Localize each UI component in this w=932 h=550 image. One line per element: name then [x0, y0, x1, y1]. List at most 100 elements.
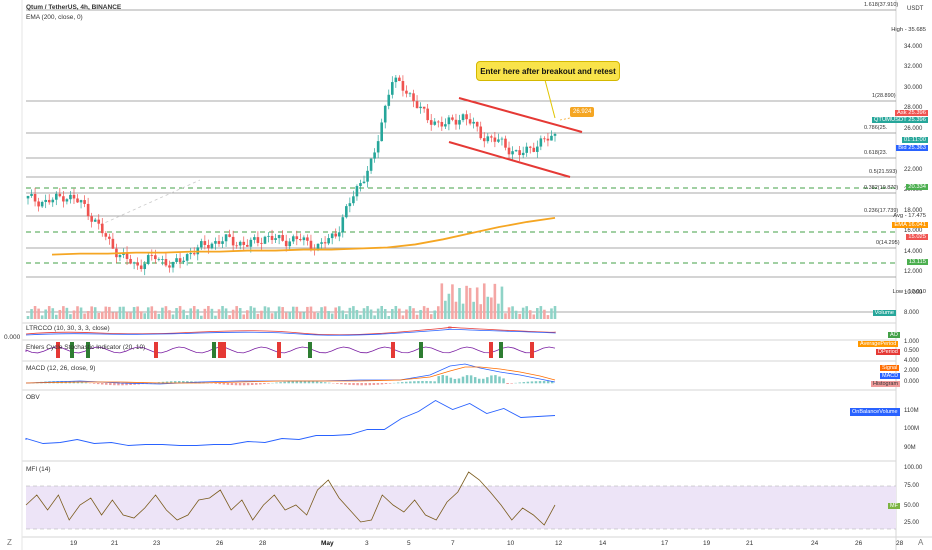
candle-body — [440, 121, 444, 127]
ema-legend[interactable]: EMA (200, close, 0) — [26, 14, 83, 21]
candle-body — [51, 199, 55, 203]
fib-label: 0.5(21.593) — [869, 169, 898, 175]
volume-bar — [281, 307, 284, 319]
macd-hist-bar — [129, 383, 132, 386]
macd-tick-1: 4.000 — [904, 358, 920, 364]
obv-label[interactable]: OBV — [26, 394, 40, 401]
macd-hist-bar — [214, 383, 217, 384]
volume-bar — [90, 306, 93, 319]
volume-bar — [40, 315, 44, 319]
channel-lower-line[interactable] — [448, 141, 571, 178]
macd-hist-bar — [441, 375, 444, 384]
candle-body — [189, 253, 192, 255]
volume-bar — [490, 297, 493, 319]
volume-bar — [444, 300, 447, 319]
candle-body — [90, 216, 93, 222]
candle-body — [511, 151, 514, 155]
macd-tag-hist: Histogram — [871, 381, 901, 387]
volume-bar — [54, 314, 58, 319]
candle-body — [369, 158, 373, 171]
price-tick: 32.000 — [904, 64, 923, 71]
ehlers-marker — [530, 342, 534, 358]
macd-hist-bar — [255, 383, 258, 385]
volume-bar — [132, 307, 136, 319]
macd-tag-signal: Signal — [880, 365, 900, 371]
volume-bar — [122, 306, 125, 319]
volume-bar — [267, 307, 270, 319]
mfi-label[interactable]: MFI (14) — [26, 466, 51, 473]
symbol-title[interactable]: Qtum / TetherUS, 4h, BINANCE — [26, 4, 122, 11]
candle-body — [461, 114, 465, 121]
time-tick: 24 — [811, 540, 819, 547]
cvo-label[interactable]: LTRCCO (10, 30, 3, 3, close) — [26, 325, 110, 332]
candle-body — [157, 259, 161, 260]
macd-tick-3: 0.000 — [904, 379, 920, 385]
macd-hist-bar — [469, 375, 473, 384]
candle-body — [468, 119, 472, 124]
price-tag: 13.115 — [906, 259, 928, 265]
volume-bar — [125, 311, 129, 319]
ehlers-marker — [419, 342, 423, 358]
macd-hist-bar — [319, 381, 323, 384]
candle-body — [309, 240, 313, 250]
macd-hist-bar — [275, 382, 278, 384]
volume-bar — [543, 309, 546, 319]
mfi-line — [25, 471, 556, 526]
candle-body — [444, 124, 447, 127]
macd-hist-bar — [186, 381, 189, 384]
candle-body — [436, 121, 440, 123]
auto-scale-icon[interactable]: A — [918, 538, 924, 547]
candle-body — [401, 81, 405, 91]
obv-line — [25, 399, 556, 446]
candle-body — [104, 233, 108, 237]
candle-body — [337, 232, 341, 237]
volume-bar — [408, 306, 412, 319]
candle-body — [514, 150, 518, 152]
macd-hist-bar — [295, 381, 299, 384]
price-tag: Ask 25.396 — [894, 110, 928, 116]
volume-bar — [468, 287, 472, 319]
macd-hist-bar — [534, 381, 538, 384]
candle-body — [415, 101, 419, 109]
volume-bar — [454, 301, 458, 319]
ehlers-marker — [218, 342, 222, 358]
candle-body — [54, 193, 58, 200]
candle-body — [40, 201, 44, 207]
ehlers-label[interactable]: Ehlers Cycle Stochastic Indicator (20, 1… — [26, 344, 146, 351]
macd-hist-bar — [494, 375, 497, 384]
price-tick: 26.000 — [904, 125, 923, 132]
volume-bar — [260, 310, 263, 319]
volume-bar — [256, 313, 260, 319]
candle-body — [100, 223, 104, 234]
candle-body — [316, 243, 320, 250]
macd-hist-bar — [242, 383, 246, 386]
volume-bar — [451, 284, 454, 319]
zoom-icon[interactable]: Z — [7, 538, 12, 547]
macd-hist-bar — [453, 378, 457, 384]
fib-retracement — [26, 9, 896, 249]
volume-bar — [330, 313, 334, 319]
macd-hist-bar — [125, 383, 128, 386]
candle-body — [426, 108, 429, 121]
volume-bar — [139, 311, 143, 319]
price-tick: 10.000 — [904, 289, 923, 296]
volume-bar — [482, 283, 486, 319]
volume-bar — [150, 306, 154, 319]
candle-body — [348, 203, 352, 207]
macd-hist-bar — [246, 383, 250, 386]
macd-hist-bar — [226, 383, 230, 385]
macd-hist-bar — [291, 381, 294, 384]
candle-body — [253, 237, 256, 240]
volume-bar — [164, 306, 168, 319]
volume-bar — [115, 312, 118, 319]
channel-upper-line[interactable] — [458, 97, 583, 133]
mfi-tag: MF — [888, 503, 900, 509]
volume-bar — [26, 316, 30, 319]
ehlers-marker — [86, 342, 90, 358]
volume-bar — [47, 306, 51, 319]
volume-bar — [253, 307, 256, 319]
macd-label[interactable]: MACD (12, 26, close, 9) — [26, 365, 96, 372]
candle-body — [260, 242, 263, 244]
callout-box[interactable]: Enter here after breakout and retest — [476, 61, 620, 81]
